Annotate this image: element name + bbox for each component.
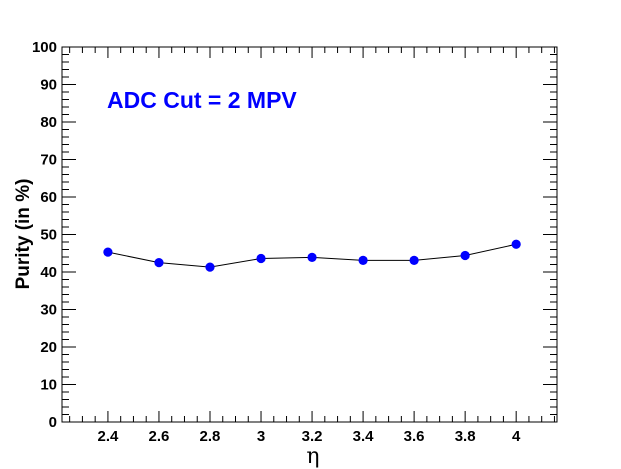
data-point bbox=[256, 253, 266, 264]
y-tick-label: 60 bbox=[40, 189, 57, 206]
x-axis-title: η bbox=[306, 444, 319, 469]
y-tick-label: 70 bbox=[40, 152, 57, 169]
axis-ticks bbox=[62, 46, 557, 423]
y-axis-title: Purity (in %) bbox=[13, 179, 34, 290]
data-point bbox=[409, 255, 419, 265]
y-tick-label: 20 bbox=[40, 339, 57, 356]
y-tick-labels: 0 10 20 30 40 50 60 70 80 90 100 bbox=[32, 39, 57, 431]
x-tick-label: 2.4 bbox=[97, 428, 119, 445]
y-tick-label: 100 bbox=[32, 39, 57, 56]
x-tick-label: 4 bbox=[512, 428, 521, 445]
x-tick-label: 3 bbox=[257, 428, 265, 445]
x-tick-label: 3.8 bbox=[455, 428, 476, 445]
data-point bbox=[460, 250, 470, 261]
data-point bbox=[103, 247, 113, 257]
data-point bbox=[358, 255, 368, 265]
y-tick-label: 40 bbox=[40, 264, 57, 281]
y-tick-label: 90 bbox=[40, 77, 57, 94]
x-tick-label: 2.8 bbox=[200, 428, 221, 445]
data-point bbox=[154, 258, 164, 268]
x-tick-labels: 2.4 2.6 2.8 3 3.2 3.4 3.6 3.8 4 bbox=[97, 428, 521, 445]
data-series bbox=[103, 239, 521, 272]
data-point bbox=[205, 262, 215, 272]
y-tick-label: 30 bbox=[40, 302, 57, 319]
y-tick-label: 50 bbox=[40, 227, 57, 244]
x-tick-label: 2.6 bbox=[149, 428, 170, 445]
y-tick-label: 10 bbox=[40, 377, 57, 394]
y-tick-label: 0 bbox=[49, 414, 57, 431]
data-point bbox=[511, 239, 521, 249]
y-tick-label: 80 bbox=[40, 114, 57, 131]
data-point bbox=[307, 252, 317, 262]
x-tick-label: 3.6 bbox=[404, 428, 425, 445]
x-tick-label: 3.4 bbox=[353, 428, 375, 445]
x-tick-label: 3.2 bbox=[302, 428, 323, 445]
adc-cut-annotation: ADC Cut = 2 MPV bbox=[107, 87, 297, 113]
